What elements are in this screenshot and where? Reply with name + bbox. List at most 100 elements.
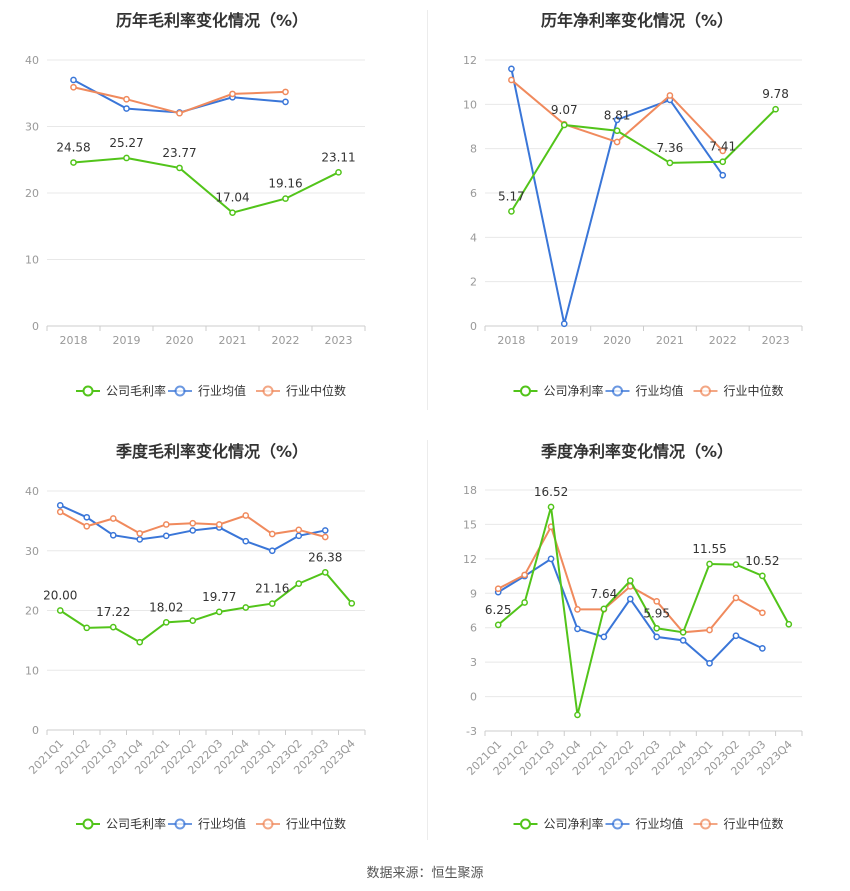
- x-tick-label: 2023: [762, 334, 790, 347]
- data-point-company: [613, 127, 621, 135]
- y-tick-label: 30: [25, 121, 39, 134]
- data-point-company: [600, 605, 608, 613]
- data-point-industry_avg: [56, 501, 64, 509]
- legend-label: 行业均值: [636, 816, 684, 831]
- data-point-company: [679, 628, 687, 636]
- y-tick-label: 10: [25, 664, 39, 677]
- data-point-industry_median: [282, 88, 289, 96]
- x-tick-label: 2020: [166, 334, 194, 347]
- series-line-company: [59, 571, 353, 644]
- x-tick-label: 2021: [219, 334, 247, 347]
- legend-marker: [82, 385, 94, 397]
- data-label: 6.25: [485, 603, 512, 617]
- data-label: 9.07: [551, 103, 578, 117]
- data-point-company: [189, 617, 197, 625]
- legend-marker: [520, 818, 531, 830]
- legend-label: 行业均值: [198, 816, 246, 831]
- panel-divider-top: [427, 10, 428, 410]
- data-point-industry_avg: [560, 320, 568, 328]
- data-label: 20.00: [43, 589, 77, 603]
- panel-divider-bottom: [427, 440, 428, 840]
- data-point-company: [785, 620, 793, 628]
- data-point-industry_avg: [600, 633, 608, 641]
- data-point-industry_median: [732, 594, 740, 602]
- legend-label: 公司毛利率: [106, 816, 166, 831]
- data-point-industry_avg: [626, 595, 634, 603]
- data-label: 5.95: [643, 606, 670, 620]
- y-tick-label: 10: [463, 98, 477, 111]
- data-point-industry_median: [494, 585, 502, 593]
- chart-title: 季度毛利率变化情况（%）: [115, 442, 308, 461]
- data-point-industry_avg: [70, 76, 77, 84]
- data-point-industry_avg: [508, 65, 515, 73]
- data-point-industry_median: [123, 95, 130, 103]
- legend-marker: [174, 385, 186, 397]
- data-point-industry_avg: [679, 636, 687, 644]
- data-label: 7.36: [657, 141, 684, 155]
- data-point-company: [70, 159, 77, 166]
- series-line-industry_avg: [73, 79, 286, 114]
- data-point-industry_median: [70, 83, 77, 91]
- y-tick-label: 6: [470, 187, 477, 200]
- data-label: 25.27: [109, 136, 143, 150]
- data-point-company: [295, 580, 303, 587]
- data-point-industry_median: [176, 109, 183, 117]
- y-tick-label: 40: [25, 54, 39, 67]
- y-tick-label: 3: [470, 656, 477, 669]
- data-point-industry_avg: [295, 532, 303, 540]
- y-tick-label: 0: [470, 320, 477, 333]
- y-tick-label: 10: [25, 254, 39, 267]
- legend-marker: [520, 385, 531, 397]
- data-point-industry_median: [653, 597, 661, 605]
- data-label: 17.04: [215, 191, 249, 205]
- y-tick-label: 2: [470, 276, 477, 289]
- data-point-industry_median: [162, 521, 170, 528]
- data-label: 23.11: [321, 150, 355, 164]
- data-point-industry_avg: [759, 645, 766, 652]
- data-label: 9.78: [762, 87, 789, 101]
- legend-marker: [174, 818, 186, 830]
- y-tick-label: 0: [470, 691, 477, 704]
- data-point-company: [772, 105, 779, 113]
- data-point-industry_median: [759, 609, 766, 617]
- data-point-company: [215, 608, 223, 616]
- data-point-industry_median: [719, 147, 727, 155]
- data-point-company: [242, 604, 250, 611]
- data-label: 7.64: [591, 587, 618, 601]
- data-point-company: [229, 209, 236, 217]
- data-point-industry_median: [136, 530, 144, 537]
- data-point-industry_median: [229, 90, 236, 98]
- data-point-industry_avg: [162, 532, 170, 540]
- x-tick-label: 2023: [325, 334, 353, 347]
- data-label: 11.55: [692, 542, 726, 556]
- legend-marker: [82, 818, 94, 830]
- quarterly-net-chart: 季度净利率变化情况（%）-303691215182021Q12021Q22021…: [463, 442, 803, 831]
- data-label: 21.16: [255, 582, 289, 596]
- data-label: 17.22: [96, 605, 130, 619]
- data-point-company: [626, 577, 634, 585]
- data-point-industry_median: [613, 138, 621, 146]
- x-tick-label: 2019: [550, 334, 578, 347]
- data-label: 7.41: [709, 140, 736, 154]
- legend-label: 公司毛利率: [106, 383, 166, 398]
- y-tick-label: 20: [25, 605, 39, 618]
- data-point-industry_avg: [136, 536, 144, 543]
- data-point-company: [560, 121, 568, 129]
- legend-label: 公司净利率: [544, 816, 604, 831]
- data-point-company: [83, 624, 91, 632]
- data-point-industry_median: [56, 508, 64, 516]
- data-point-company: [321, 569, 329, 576]
- data-point-industry_median: [109, 515, 117, 522]
- y-tick-label: 20: [25, 187, 39, 200]
- data-point-industry_avg: [123, 105, 130, 112]
- data-point-industry_avg: [83, 513, 91, 521]
- data-label: 10.52: [745, 554, 779, 568]
- data-point-company: [162, 618, 170, 626]
- data-point-company: [759, 572, 766, 580]
- data-point-company: [348, 599, 356, 607]
- legend-marker: [700, 818, 711, 830]
- chart-title: 历年毛利率变化情况（%）: [116, 11, 308, 30]
- data-point-company: [335, 168, 342, 176]
- data-label: 8.81: [604, 109, 631, 123]
- series-line-industry_avg: [497, 557, 763, 665]
